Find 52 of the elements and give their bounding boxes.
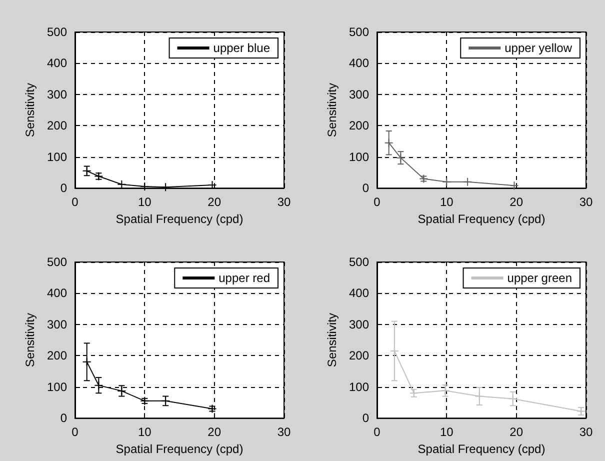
x-axis-title: Spatial Frequency (cpd)	[116, 442, 244, 456]
y-axis-title: Sensitivity	[325, 313, 340, 368]
x-tick-label: 0	[72, 425, 79, 440]
legend-label: upper yellow	[504, 41, 572, 55]
x-tick-label: 0	[374, 195, 381, 210]
x-axis-title: Spatial Frequency (cpd)	[418, 442, 546, 456]
y-axis-title: Sensitivity	[23, 313, 38, 368]
legend-label: upper blue	[213, 41, 270, 55]
legend-label: upper green	[507, 271, 572, 285]
x-tick-label: 20	[510, 195, 524, 210]
y-tick-label: 0	[60, 181, 68, 196]
y-tick-label: 200	[348, 348, 370, 363]
x-tick-label: 30	[579, 425, 593, 440]
y-tick-label: 500	[348, 25, 370, 39]
y-tick-label: 500	[46, 25, 68, 39]
x-tick-label: 0	[374, 425, 381, 440]
y-tick-label: 0	[362, 411, 370, 426]
x-tick-label: 30	[277, 195, 291, 210]
y-tick-label: 100	[348, 150, 370, 164]
y-tick-label: 500	[46, 255, 68, 269]
x-axis-title: Spatial Frequency (cpd)	[116, 212, 244, 226]
legend-label: upper red	[218, 271, 270, 285]
x-tick-label: 0	[72, 195, 79, 210]
x-tick-label: 30	[579, 195, 593, 210]
y-tick-label: 400	[46, 286, 68, 300]
x-tick-label: 10	[440, 195, 454, 210]
y-tick-label: 100	[46, 150, 68, 164]
y-tick-label: 0	[60, 411, 68, 426]
y-tick-label: 400	[348, 286, 370, 300]
y-tick-label: 200	[348, 118, 370, 133]
y-tick-label: 100	[46, 380, 68, 394]
y-tick-label: 200	[46, 348, 68, 363]
y-tick-label: 300	[348, 317, 370, 332]
y-tick-label: 300	[46, 87, 68, 102]
y-tick-label: 400	[46, 56, 68, 70]
y-tick-label: 300	[348, 87, 370, 102]
x-tick-label: 10	[138, 425, 152, 440]
x-axis-title: Spatial Frequency (cpd)	[418, 212, 546, 226]
y-tick-label: 300	[46, 317, 68, 332]
y-axis-title: Sensitivity	[325, 83, 340, 138]
y-tick-label: 100	[348, 380, 370, 394]
x-tick-label: 10	[440, 425, 454, 440]
y-tick-label: 500	[348, 255, 370, 269]
y-tick-label: 200	[46, 118, 68, 133]
y-tick-label: 400	[348, 56, 370, 70]
x-tick-label: 20	[208, 195, 222, 210]
y-tick-label: 0	[362, 181, 370, 196]
x-tick-label: 20	[510, 425, 524, 440]
y-axis-title: Sensitivity	[23, 83, 38, 138]
x-tick-label: 20	[208, 425, 222, 440]
x-tick-label: 10	[138, 195, 152, 210]
x-tick-label: 30	[277, 425, 291, 440]
